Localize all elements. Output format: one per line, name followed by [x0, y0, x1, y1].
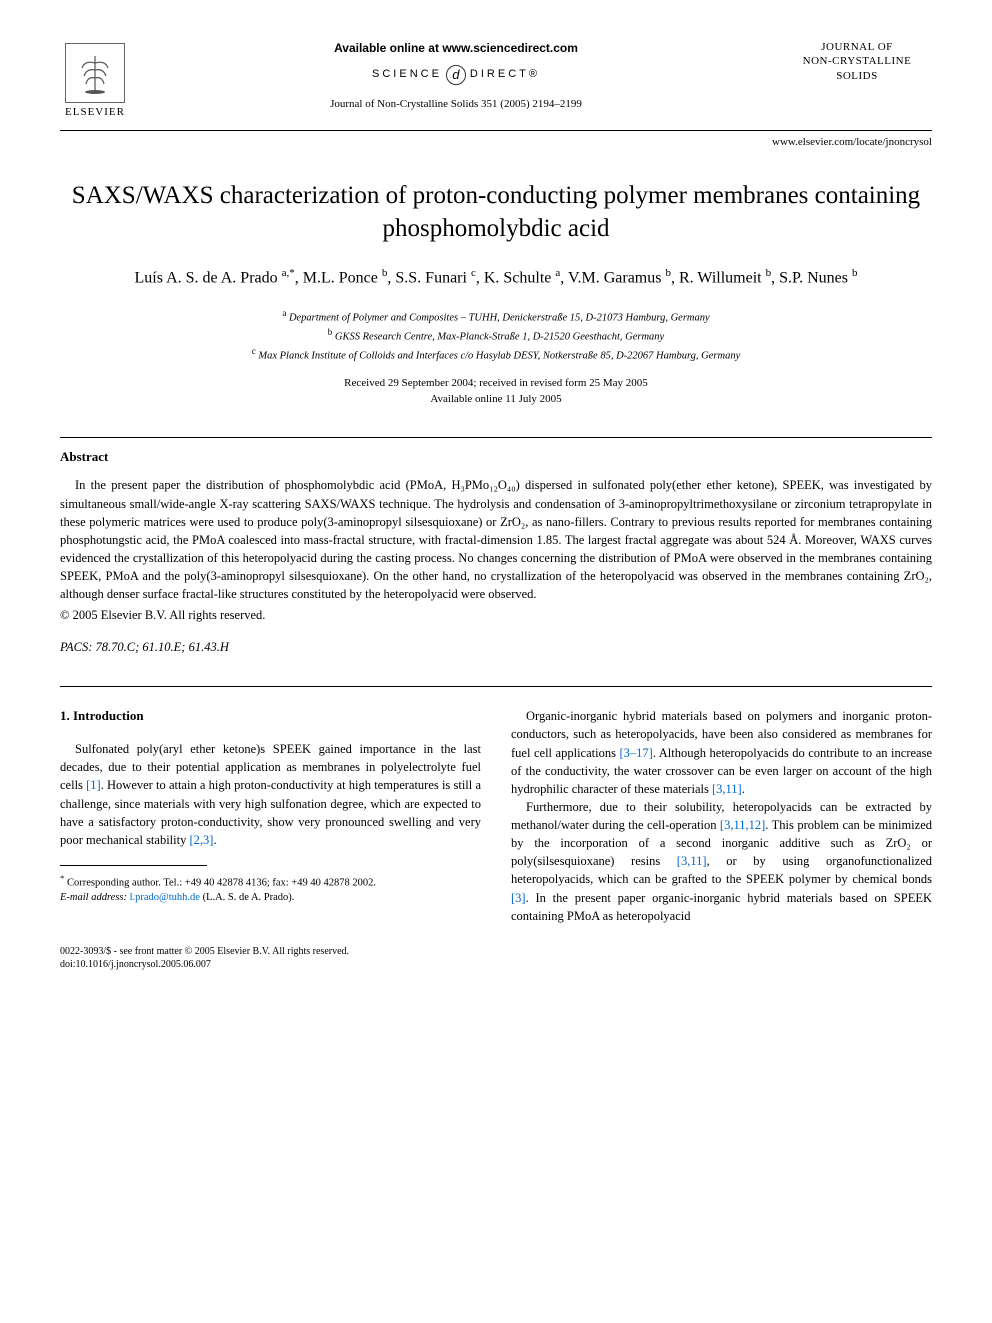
- journal-reference: Journal of Non-Crystalline Solids 351 (2…: [150, 97, 762, 112]
- two-column-body: 1. Introduction Sulfonated poly(aryl eth…: [60, 707, 932, 925]
- divider: [60, 686, 932, 687]
- ref-link-3-11[interactable]: [3,11]: [712, 782, 742, 796]
- ref-link-3[interactable]: [3]: [511, 891, 526, 905]
- email-link[interactable]: l.prado@tuhh.de: [130, 892, 200, 903]
- elsevier-logo: ELSEVIER: [60, 40, 130, 120]
- intro-para-1: Sulfonated poly(aryl ether ketone)s SPEE…: [60, 740, 481, 849]
- corresponding-author-note: * Corresponding author. Tel.: +49 40 428…: [60, 872, 481, 891]
- sciencedirect-right: DIRECT®: [470, 67, 540, 82]
- bottom-info: 0022-3093/$ - see front matter © 2005 El…: [60, 945, 932, 971]
- received-date: Received 29 September 2004; received in …: [60, 376, 932, 391]
- front-matter-line: 0022-3093/$ - see front matter © 2005 El…: [60, 945, 932, 958]
- intro-para-3: Furthermore, due to their solubility, he…: [511, 798, 932, 925]
- abstract-copyright: © 2005 Elsevier B.V. All rights reserved…: [60, 607, 932, 625]
- doi-line: doi:10.1016/j.jnoncrysol.2005.06.007: [60, 958, 932, 971]
- sciencedirect-d-icon: d: [446, 65, 466, 85]
- elsevier-tree-icon: [65, 43, 125, 103]
- affiliations: a Department of Polymer and Composites –…: [60, 307, 932, 365]
- right-column: Organic-inorganic hybrid materials based…: [511, 707, 932, 925]
- sciencedirect-logo: SCIENCE d DIRECT®: [150, 65, 762, 85]
- article-title: SAXS/WAXS characterization of proton-con…: [60, 180, 932, 245]
- journal-logo-line1: JOURNAL OF: [782, 40, 932, 54]
- article-dates: Received 29 September 2004; received in …: [60, 376, 932, 407]
- section-1-heading: 1. Introduction: [60, 707, 481, 726]
- authors: Luís A. S. de A. Prado a,*, M.L. Ponce b…: [60, 265, 932, 290]
- header-row: ELSEVIER Available online at www.science…: [60, 40, 932, 120]
- affiliation-a: a Department of Polymer and Composites –…: [60, 307, 932, 326]
- ref-link-3-11b[interactable]: [3,11]: [677, 854, 707, 868]
- journal-logo: JOURNAL OF NON-CRYSTALLINE SOLIDS: [782, 40, 932, 83]
- center-header: Available online at www.sciencedirect.co…: [130, 40, 782, 112]
- divider: [60, 437, 932, 438]
- ref-link-2-3[interactable]: [2,3]: [189, 833, 213, 847]
- affiliation-b: b GKSS Research Centre, Max-Planck-Straß…: [60, 326, 932, 345]
- abstract-heading: Abstract: [60, 448, 932, 466]
- journal-logo-line2: NON-CRYSTALLINE SOLIDS: [782, 54, 932, 83]
- pacs: PACS: 78.70.C; 61.10.E; 61.43.H: [60, 639, 932, 657]
- footnotes: * Corresponding author. Tel.: +49 40 428…: [60, 872, 481, 906]
- locate-url[interactable]: www.elsevier.com/locate/jnoncrysol: [60, 130, 932, 150]
- abstract-text: In the present paper the distribution of…: [60, 476, 932, 603]
- elsevier-label: ELSEVIER: [65, 105, 125, 120]
- ref-link-1[interactable]: [1]: [86, 778, 101, 792]
- available-online-text: Available online at www.sciencedirect.co…: [150, 40, 762, 57]
- footnote-separator: [60, 865, 207, 866]
- ref-link-3-17[interactable]: [3–17]: [619, 746, 652, 760]
- affiliation-c: c Max Planck Institute of Colloids and I…: [60, 345, 932, 364]
- pacs-codes: 78.70.C; 61.10.E; 61.43.H: [96, 640, 229, 654]
- email-footnote: E-mail address: l.prado@tuhh.de (L.A. S.…: [60, 891, 481, 906]
- intro-para-2: Organic-inorganic hybrid materials based…: [511, 707, 932, 798]
- sciencedirect-left: SCIENCE: [372, 67, 442, 82]
- ref-link-3-11-12[interactable]: [3,11,12]: [720, 818, 765, 832]
- left-column: 1. Introduction Sulfonated poly(aryl eth…: [60, 707, 481, 925]
- pacs-label: PACS:: [60, 640, 92, 654]
- available-date: Available online 11 July 2005: [60, 392, 932, 407]
